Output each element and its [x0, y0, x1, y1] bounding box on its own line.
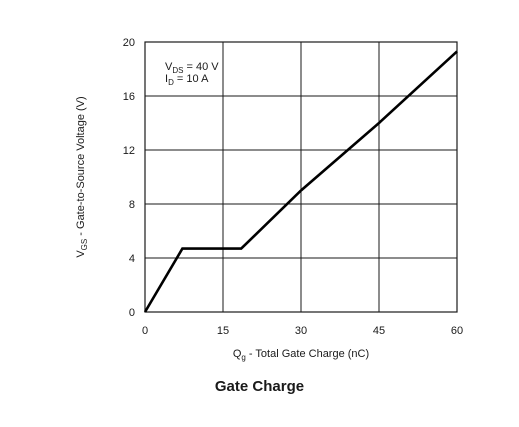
y-tick-label: 16 [123, 91, 135, 103]
series-line [143, 50, 458, 313]
y-tick-label: 8 [129, 199, 135, 211]
grid-lines [145, 42, 457, 312]
annotation-vds: VDS = 40 V [165, 61, 219, 75]
x-tick-label: 0 [142, 325, 148, 337]
x-axis-label: Qg - Total Gate Charge (nC) [233, 348, 369, 362]
annotation-id: ID = 10 A [165, 73, 209, 87]
chart-title: Gate Charge [214, 378, 305, 395]
y-tick-label: 4 [129, 253, 135, 265]
x-tick-label: 15 [217, 325, 229, 337]
y-tick-label: 20 [123, 37, 135, 49]
y-tick-label: 12 [123, 145, 135, 157]
plot-frame [144, 41, 458, 313]
x-tick-label: 45 [373, 325, 385, 337]
x-tick-labels: 0 15 30 45 60 [142, 325, 463, 337]
x-tick-label: 30 [295, 325, 307, 337]
y-tick-label: 0 [129, 307, 135, 319]
y-tick-labels: 0 4 8 12 16 20 [123, 37, 135, 319]
x-tick-label: 60 [451, 325, 463, 337]
y-axis-label: VGS - Gate-to-Source Voltage (V) [75, 96, 89, 257]
